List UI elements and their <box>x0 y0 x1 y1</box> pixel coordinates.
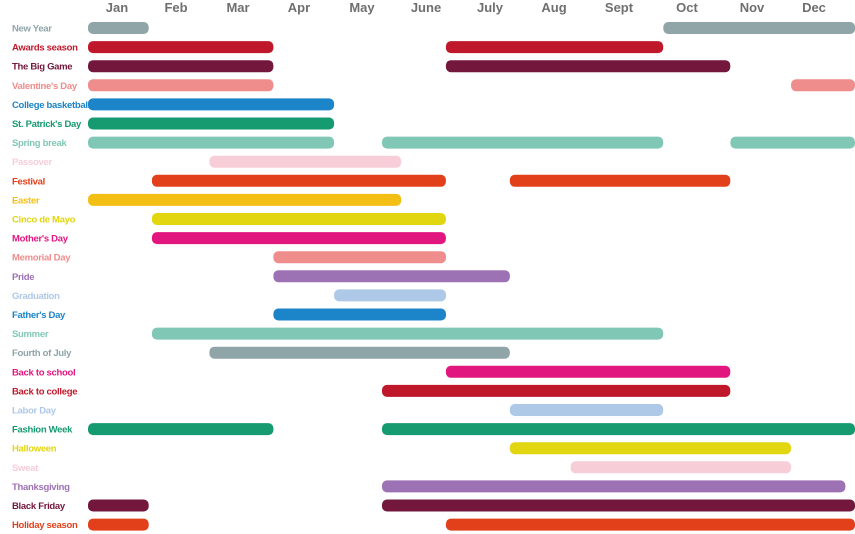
bar-segment <box>509 404 664 416</box>
row-label: Awards season <box>12 43 78 54</box>
bar-segment <box>791 79 855 92</box>
bar-segment <box>273 308 446 321</box>
bar-segment <box>88 423 274 436</box>
bar-segment <box>730 136 855 149</box>
row-label: Fashion Week <box>12 425 73 436</box>
month-axis: Jan Feb Mar Apr May June July Aug Sept Oct Nov Dec <box>106 0 826 15</box>
month-label: Dec <box>802 0 826 15</box>
bar-segment <box>88 22 149 34</box>
bar-segment <box>273 251 446 264</box>
row-labels: New Year Awards season The Big Game Valenti… <box>12 24 90 532</box>
bar-segment <box>88 518 149 531</box>
month-label: Mar <box>226 0 249 15</box>
row-label: Valentine's Day <box>12 81 78 92</box>
row-label: Graduation <box>12 291 60 302</box>
bar-segment <box>88 136 335 149</box>
bar-segment <box>151 327 664 340</box>
bar-segment <box>382 384 731 397</box>
row-label: St. Patrick's Day <box>12 119 82 130</box>
bar-segment <box>209 346 510 359</box>
row-label: Easter <box>12 195 40 206</box>
row-label: Passover <box>12 157 52 168</box>
bar-segment <box>88 499 149 512</box>
bar-segment <box>88 41 274 54</box>
bar-segment <box>151 232 446 245</box>
row-label: College basketball <box>12 100 90 111</box>
bar-segment <box>445 60 731 73</box>
month-label: Aug <box>541 0 566 15</box>
row-label: Cinco de Mayo <box>12 215 76 226</box>
bar-segment <box>509 442 791 455</box>
row-label: Black Friday <box>12 501 66 512</box>
row-label: Labor Day <box>12 406 57 417</box>
row-label: Halloween <box>12 444 57 455</box>
bar-segment <box>382 423 855 436</box>
bar-segment <box>445 365 731 378</box>
row-label: Spring break <box>12 138 67 149</box>
bars <box>88 22 855 531</box>
bar-segment <box>88 98 335 111</box>
bar-segment <box>88 60 274 73</box>
bar-segment <box>88 193 402 206</box>
row-label: New Year <box>12 24 52 35</box>
bar-segment <box>273 270 510 283</box>
row-label: Thanksgiving <box>12 482 70 493</box>
row-label: Festival <box>12 176 45 187</box>
bar-segment <box>509 174 731 187</box>
bar-segment <box>151 213 446 225</box>
bar-segment <box>663 22 855 34</box>
month-label: Jan <box>106 0 128 15</box>
month-label: Apr <box>288 0 310 15</box>
bar-segment <box>382 136 664 149</box>
row-label: Fourth of July <box>12 348 72 359</box>
bar-segment <box>334 289 446 302</box>
bar-segment <box>382 480 846 493</box>
row-label: Holiday season <box>12 520 78 531</box>
row-label: Back to school <box>12 367 75 378</box>
row-label: Mother's Day <box>12 234 69 245</box>
row-label: The Big Game <box>12 62 72 73</box>
row-label: Father's Day <box>12 310 66 321</box>
month-label: Feb <box>164 0 187 15</box>
bar-segment <box>445 518 855 531</box>
bar-segment <box>382 499 855 512</box>
row-label: Memorial Day <box>12 253 71 264</box>
month-label: June <box>411 0 441 15</box>
bar-segment <box>570 461 792 474</box>
bar-segment <box>445 41 664 54</box>
row-label: Pride <box>12 272 34 283</box>
bar-segment <box>88 117 335 130</box>
bar-segment <box>88 79 274 92</box>
bar-segment <box>209 155 402 168</box>
month-label: July <box>477 0 504 15</box>
month-label: May <box>349 0 375 15</box>
month-label: Oct <box>676 0 698 15</box>
month-label: Nov <box>740 0 765 15</box>
month-label: Sept <box>605 0 634 15</box>
row-label: Back to college <box>12 386 77 397</box>
row-label: Sweat <box>12 463 39 474</box>
row-label: Summer <box>12 329 49 340</box>
bar-segment <box>151 174 446 187</box>
